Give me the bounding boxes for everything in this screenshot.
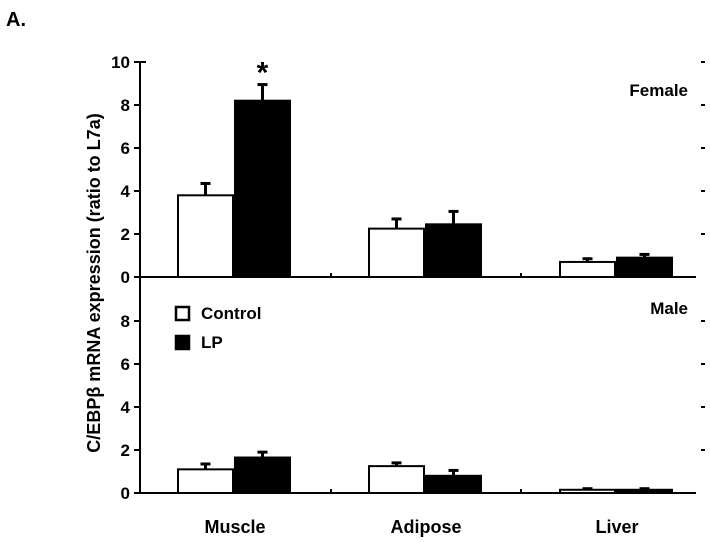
y-tick-label: 2 <box>121 225 130 244</box>
y-tick-label: 0 <box>121 484 130 503</box>
bar-lp-adipose <box>425 223 482 278</box>
legend-swatch-control <box>174 305 191 322</box>
y-tick-label: 4 <box>121 398 131 417</box>
panel-female: 0 2 4 6 8 10 Female * <box>111 53 705 287</box>
legend-swatch-lp <box>174 334 191 351</box>
legend-label: Control <box>201 304 261 323</box>
significance-marker: * <box>257 57 269 90</box>
bar-control-muscle <box>177 194 234 278</box>
bar-lp-muscle <box>234 456 291 494</box>
bar-control-adipose <box>368 465 425 494</box>
panel-title: Female <box>629 81 688 100</box>
bar-control-adipose <box>368 227 425 278</box>
figure-label: A. <box>6 9 26 31</box>
y-tick-label: 8 <box>121 96 130 115</box>
bar-control-liver <box>559 260 616 279</box>
panel-male: 0 2 4 6 8 Male <box>121 277 705 503</box>
x-category-label: Muscle <box>204 517 265 537</box>
chart-panels: 0 2 4 6 8 10 Female * 0 2 4 6 8 Male <box>111 53 705 503</box>
bar-control-muscle <box>177 468 234 495</box>
legend: Control LP <box>174 304 261 352</box>
bar-control-liver <box>559 488 616 494</box>
y-tick-label: 4 <box>121 182 131 201</box>
bar-lp-muscle <box>234 99 291 278</box>
x-category-label: Liver <box>595 517 638 537</box>
bar-lp-liver <box>616 488 673 494</box>
bar-lp-adipose <box>425 474 482 494</box>
bar-lp-liver <box>616 256 673 278</box>
y-tick-label: 8 <box>121 312 130 331</box>
y-tick-label: 6 <box>121 139 130 158</box>
y-tick-label: 10 <box>111 53 130 72</box>
x-category-label: Adipose <box>390 517 461 537</box>
y-axis-label: C/EBPβ mRNA expression (ratio to L7a) <box>84 113 104 452</box>
y-tick-label: 0 <box>121 268 130 287</box>
y-tick-label: 6 <box>121 355 130 374</box>
category-labels: Muscle Adipose Liver <box>204 517 638 537</box>
y-tick-label: 2 <box>121 441 130 460</box>
legend-label: LP <box>201 333 223 352</box>
panel-title: Male <box>650 299 688 318</box>
